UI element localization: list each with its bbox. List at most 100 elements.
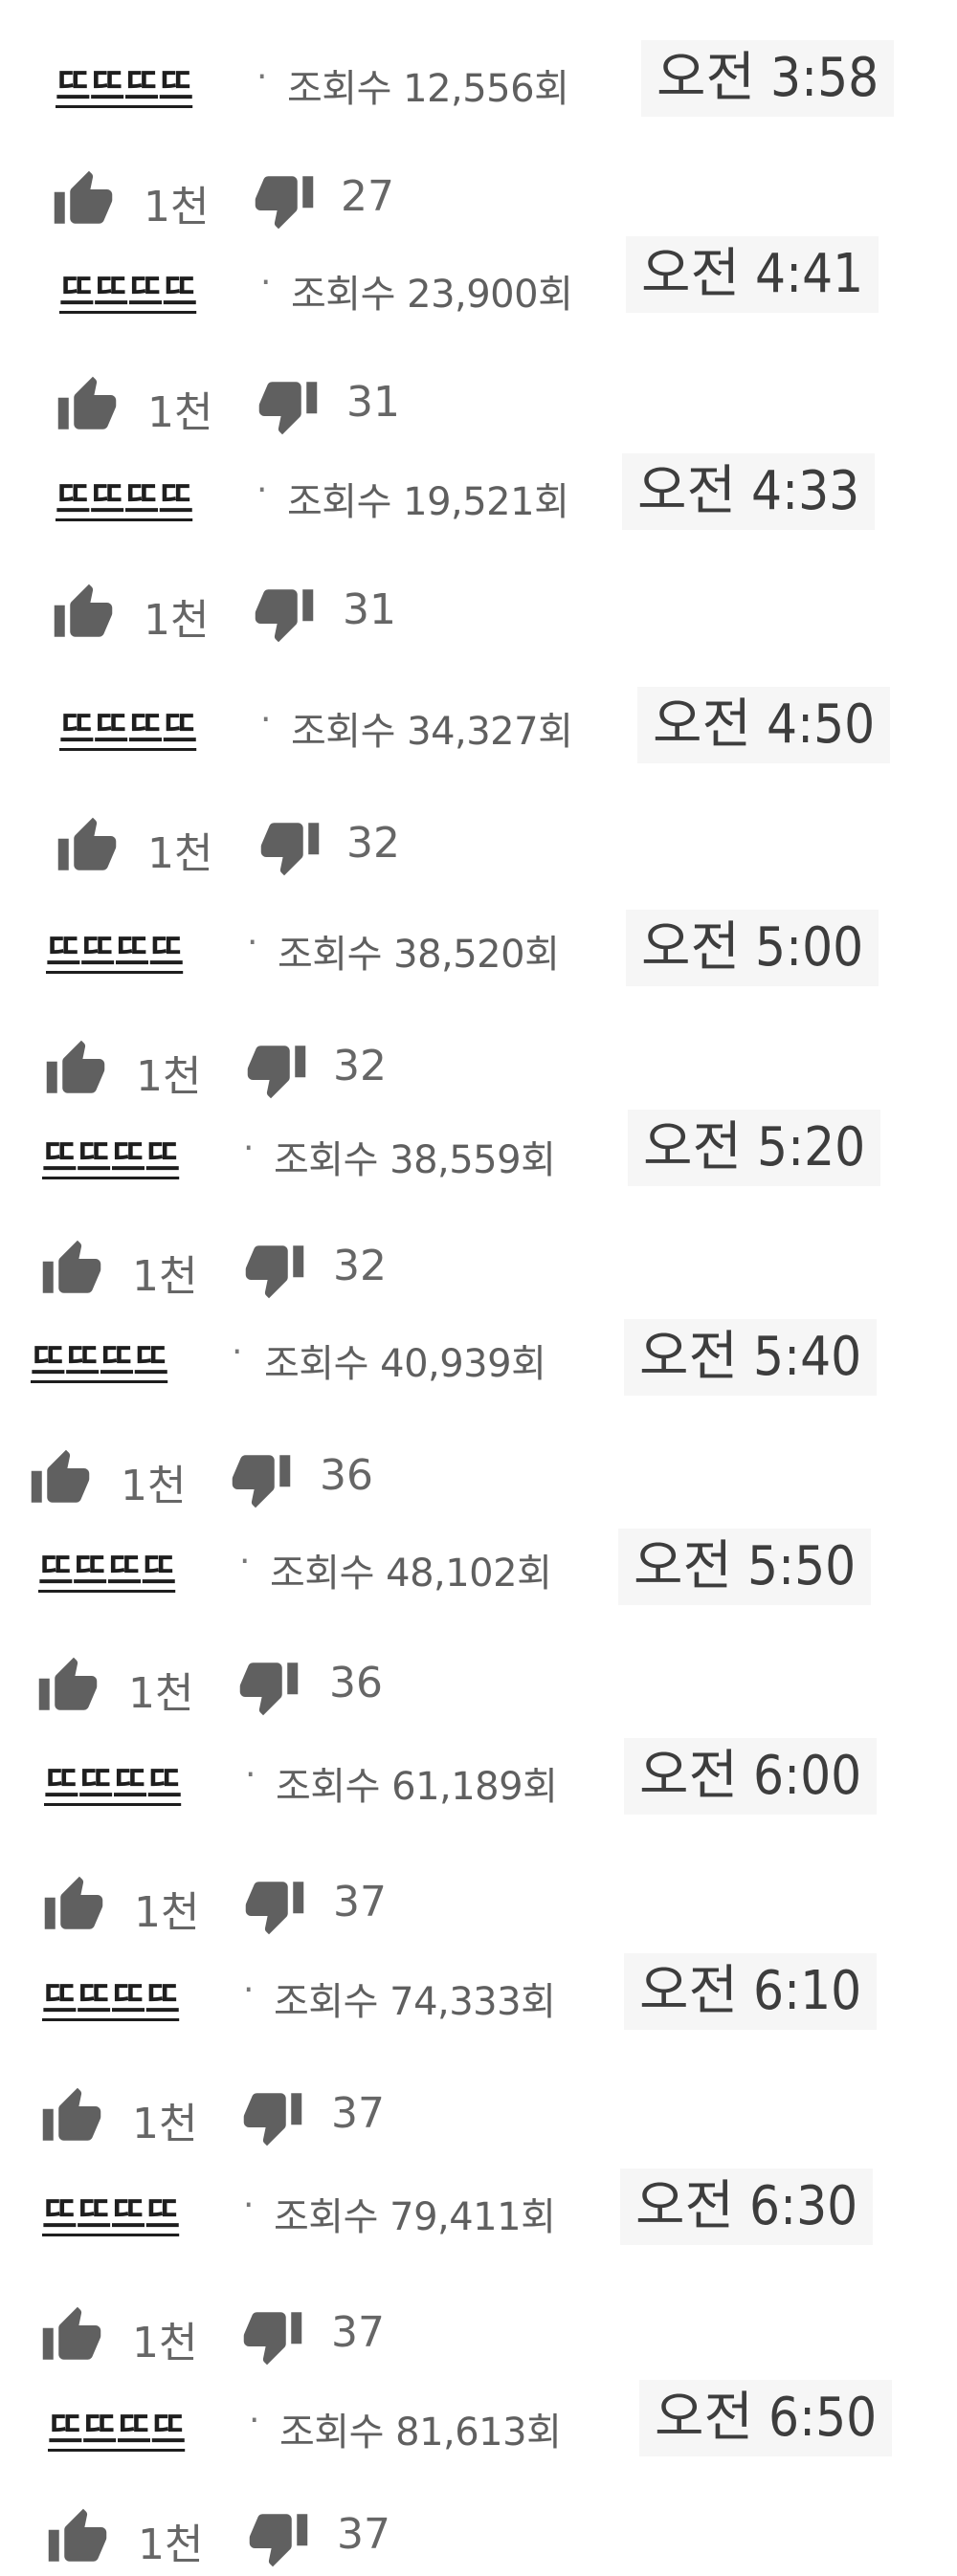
thumbs-down-icon[interactable] — [256, 374, 320, 437]
video-entry: 뜨뜨뜨뜨 · 조회수 81,613회 오전 6:50 1천 37 — [0, 2344, 957, 2573]
video-entry: 뜨뜨뜨뜨 · 조회수 48,102회 오전 5:50 1천 36 — [0, 1485, 957, 1718]
thumbs-down-icon[interactable] — [247, 2506, 310, 2569]
separator-dot: · — [260, 263, 272, 302]
dislike-count: 32 — [333, 1042, 387, 1090]
dislike-count: 37 — [331, 2308, 385, 2357]
video-entry: 뜨뜨뜨뜨 · 조회수 79,411회 오전 6:30 1천 37 — [0, 2128, 957, 2367]
video-title[interactable]: 뜨뜨뜨뜨 — [48, 2409, 186, 2453]
timestamp: 오전 4:41 — [626, 236, 879, 313]
dislike-count: 27 — [341, 172, 394, 221]
video-title[interactable]: 뜨뜨뜨뜨 — [59, 271, 197, 315]
video-title[interactable]: 뜨뜨뜨뜨 — [59, 708, 197, 752]
video-entry: 뜨뜨뜨뜨 · 조회수 34,327회 오전 4:50 1천 32 — [0, 643, 957, 878]
like-count: 1천 — [136, 1052, 202, 1101]
separator-dot: · — [249, 2401, 260, 2440]
thumbs-down-icon[interactable] — [258, 815, 322, 878]
dislike-count: 37 — [331, 2089, 385, 2138]
separator-dot: · — [247, 923, 258, 962]
view-count: 조회수 12,556회 — [287, 67, 569, 111]
video-title[interactable]: 뜨뜨뜨뜨 — [31, 1340, 168, 1384]
thumbs-down-icon[interactable] — [241, 2304, 304, 2367]
view-count: 조회수 38,520회 — [278, 933, 560, 977]
like-count: 1천 — [132, 2100, 198, 2148]
video-title[interactable]: 뜨뜨뜨뜨 — [38, 1550, 176, 1594]
thumbs-up-icon[interactable] — [40, 1238, 103, 1301]
thumbs-up-icon[interactable] — [36, 1655, 100, 1718]
view-count: 조회수 19,521회 — [287, 480, 569, 524]
view-count: 조회수 40,939회 — [264, 1342, 546, 1386]
separator-dot: · — [245, 1755, 256, 1794]
dislike-count: 36 — [320, 1451, 373, 1500]
view-count: 조회수 61,189회 — [276, 1765, 558, 1809]
timestamp: 오전 6:00 — [624, 1738, 878, 1815]
video-title[interactable]: 뜨뜨뜨뜨 — [44, 1763, 182, 1807]
thumbs-down-icon[interactable] — [230, 1447, 293, 1510]
thumbs-down-icon[interactable] — [245, 1038, 308, 1101]
thumbs-up-icon[interactable] — [46, 2506, 109, 2569]
like-count: 1천 — [121, 1462, 187, 1510]
video-title[interactable]: 뜨뜨뜨뜨 — [56, 65, 193, 109]
thumbs-up-icon[interactable] — [56, 374, 119, 437]
thumbs-up-icon[interactable] — [52, 168, 115, 231]
video-title[interactable]: 뜨뜨뜨뜨 — [42, 1136, 180, 1180]
video-title[interactable]: 뜨뜨뜨뜨 — [42, 2193, 180, 2237]
like-count: 1천 — [134, 1888, 200, 1937]
like-count: 1천 — [128, 1669, 194, 1718]
dislike-count: 36 — [329, 1659, 383, 1707]
timestamp: 오전 3:58 — [641, 40, 895, 117]
separator-dot: · — [243, 2186, 255, 2225]
timestamp: 오전 5:20 — [628, 1110, 881, 1186]
timestamp: 오전 5:00 — [626, 910, 879, 986]
view-count: 조회수 74,333회 — [274, 1980, 556, 2024]
video-entry: 뜨뜨뜨뜨 · 조회수 38,559회 오전 5:20 1천 32 — [0, 1071, 957, 1301]
like-count: 1천 — [147, 829, 213, 878]
separator-dot: · — [243, 1129, 255, 1168]
video-entry: 뜨뜨뜨뜨 · 조회수 74,333회 오전 6:10 1천 37 — [0, 1913, 957, 2148]
dislike-count: 32 — [333, 1242, 387, 1290]
dislike-count: 32 — [346, 819, 400, 868]
thumbs-up-icon[interactable] — [44, 1038, 107, 1101]
separator-dot: · — [239, 1542, 251, 1581]
timestamp: 오전 5:50 — [618, 1529, 872, 1605]
timestamp: 오전 4:50 — [637, 687, 891, 763]
thumbs-down-icon[interactable] — [243, 1874, 306, 1937]
view-count: 조회수 23,900회 — [291, 273, 573, 317]
timestamp: 오전 5:40 — [624, 1319, 878, 1396]
video-title[interactable]: 뜨뜨뜨뜨 — [42, 1978, 180, 2022]
timestamp: 오전 4:33 — [622, 453, 876, 530]
video-entry: 뜨뜨뜨뜨 · 조회수 23,900회 오전 4:41 1천 31 — [0, 206, 957, 437]
thumbs-up-icon[interactable] — [29, 1447, 92, 1510]
thumbs-down-icon[interactable] — [237, 1655, 300, 1718]
like-count: 1천 — [144, 596, 210, 645]
view-count: 조회수 48,102회 — [270, 1552, 552, 1596]
video-entry: 뜨뜨뜨뜨 · 조회수 19,521회 오전 4:33 1천 31 — [0, 413, 957, 645]
dislike-count: 31 — [343, 585, 396, 634]
like-count: 1천 — [144, 183, 210, 231]
dislike-count: 31 — [346, 378, 400, 427]
separator-dot: · — [260, 700, 272, 739]
thumbs-down-icon[interactable] — [241, 2085, 304, 2148]
separator-dot: · — [256, 471, 268, 510]
thumbs-up-icon[interactable] — [40, 2085, 103, 2148]
thumbs-down-icon[interactable] — [253, 168, 316, 231]
timestamp: 오전 6:10 — [624, 1953, 878, 2030]
thumbs-down-icon[interactable] — [243, 1238, 306, 1301]
thumbs-up-icon[interactable] — [52, 582, 115, 645]
like-count: 1천 — [132, 1252, 198, 1301]
video-entry: 뜨뜨뜨뜨 · 조회수 38,520회 오전 5:00 1천 32 — [0, 866, 957, 1101]
dislike-count: 37 — [333, 1878, 387, 1926]
separator-dot: · — [256, 57, 268, 97]
video-title[interactable]: 뜨뜨뜨뜨 — [56, 478, 193, 522]
thumbs-up-icon[interactable] — [40, 2304, 103, 2367]
thumbs-up-icon[interactable] — [56, 815, 119, 878]
dislike-count: 37 — [337, 2510, 390, 2559]
view-count: 조회수 38,559회 — [274, 1138, 556, 1182]
timestamp: 오전 6:50 — [639, 2380, 893, 2456]
thumbs-up-icon[interactable] — [42, 1874, 105, 1937]
thumbs-down-icon[interactable] — [253, 582, 316, 645]
video-entry: 뜨뜨뜨뜨 · 조회수 40,939회 오전 5:40 1천 36 — [0, 1275, 957, 1510]
view-count: 조회수 34,327회 — [291, 710, 573, 754]
like-count: 1천 — [147, 388, 213, 437]
video-title[interactable]: 뜨뜨뜨뜨 — [46, 931, 184, 975]
like-count: 1천 — [138, 2521, 204, 2569]
